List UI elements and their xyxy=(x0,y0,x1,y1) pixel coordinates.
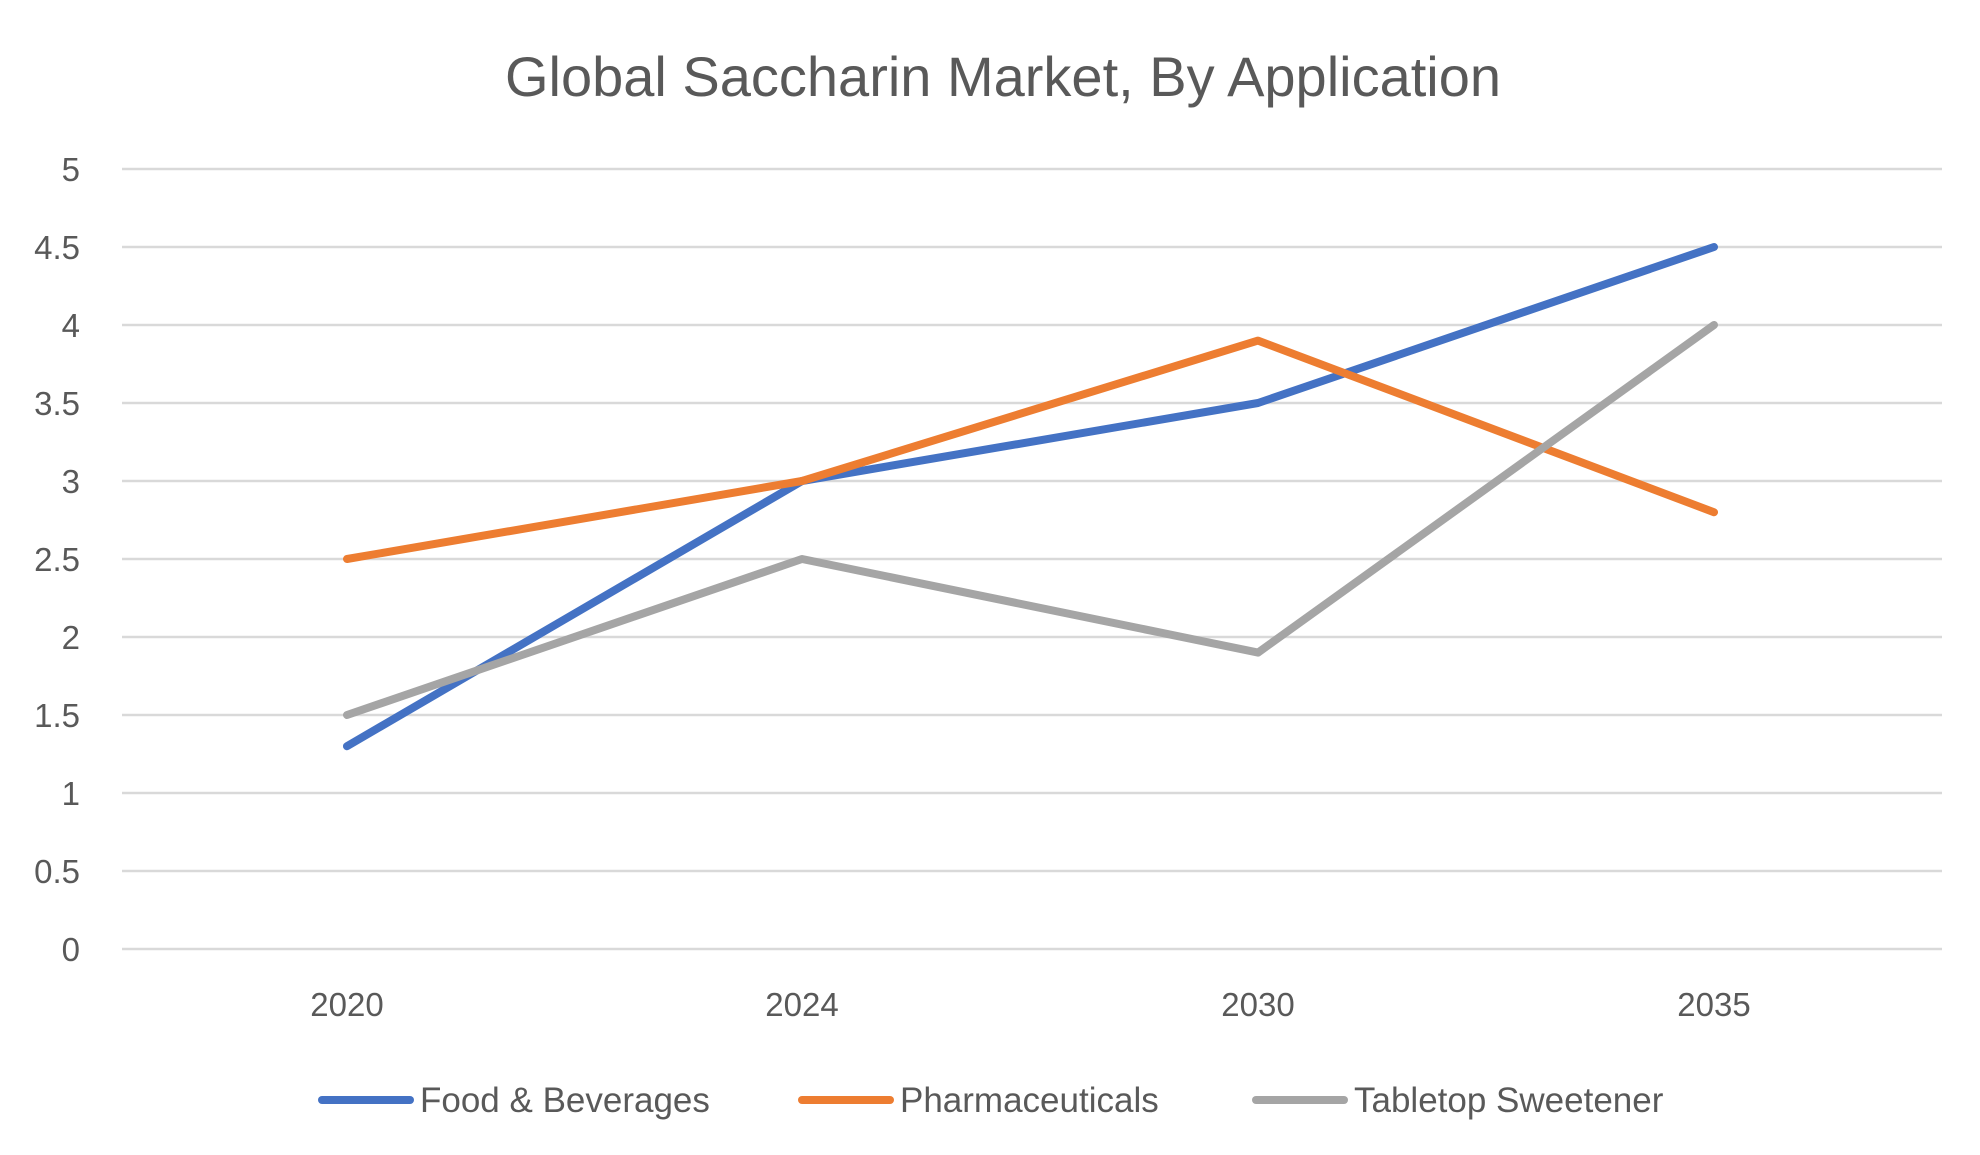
legend-label: Tabletop Sweetener xyxy=(1354,1081,1664,1120)
y-tick-label: 2.5 xyxy=(34,541,80,578)
x-axis-tick-labels: 2020 2024 2030 2035 xyxy=(310,986,1750,1023)
series-line-tabletop-sweetener xyxy=(343,321,1718,719)
data-point xyxy=(801,558,803,560)
x-tick-label: 2035 xyxy=(1677,986,1750,1023)
legend: Food & Beverages Pharmaceuticals Tabletop … xyxy=(318,1081,1664,1120)
data-point xyxy=(1257,339,1259,342)
legend-item: Food & Beverages xyxy=(318,1081,710,1120)
legend-label: Food & Beverages xyxy=(420,1081,710,1120)
y-tick-label: 1 xyxy=(62,775,80,812)
y-axis-tick-labels: 0 0.5 1 1.5 2 2.5 3 3.5 4 4.5 5 xyxy=(34,151,80,968)
y-tick-label: 1.5 xyxy=(34,697,80,734)
y-tick-label: 2 xyxy=(62,619,80,656)
series-lines xyxy=(343,243,1718,751)
y-tick-label: 4.5 xyxy=(34,229,80,266)
series-line-food-beverages xyxy=(343,243,1718,751)
y-tick-label: 0.5 xyxy=(34,853,80,890)
x-tick-label: 2020 xyxy=(310,986,383,1023)
gridlines xyxy=(122,167,1942,951)
data-point xyxy=(1257,651,1259,654)
legend-item: Tabletop Sweetener xyxy=(1252,1081,1664,1120)
data-point xyxy=(346,745,348,748)
y-tick-label: 3.5 xyxy=(34,385,80,422)
data-point xyxy=(346,558,348,560)
data-point xyxy=(346,714,348,716)
chart-title: Global Saccharin Market, By Application xyxy=(505,45,1501,108)
x-tick-label: 2030 xyxy=(1221,986,1294,1023)
y-tick-label: 0 xyxy=(62,931,80,968)
data-point xyxy=(1713,246,1715,248)
x-tick-label: 2024 xyxy=(765,986,838,1023)
legend-label: Pharmaceuticals xyxy=(900,1081,1159,1120)
y-tick-label: 4 xyxy=(62,307,80,344)
y-tick-label: 3 xyxy=(62,463,80,500)
data-point xyxy=(801,480,803,482)
data-point xyxy=(1257,402,1259,404)
y-tick-label: 5 xyxy=(62,151,80,188)
legend-item: Pharmaceuticals xyxy=(798,1081,1159,1120)
data-point xyxy=(1713,511,1715,514)
data-point xyxy=(1713,324,1715,326)
series-line-pharmaceuticals xyxy=(343,336,1718,563)
